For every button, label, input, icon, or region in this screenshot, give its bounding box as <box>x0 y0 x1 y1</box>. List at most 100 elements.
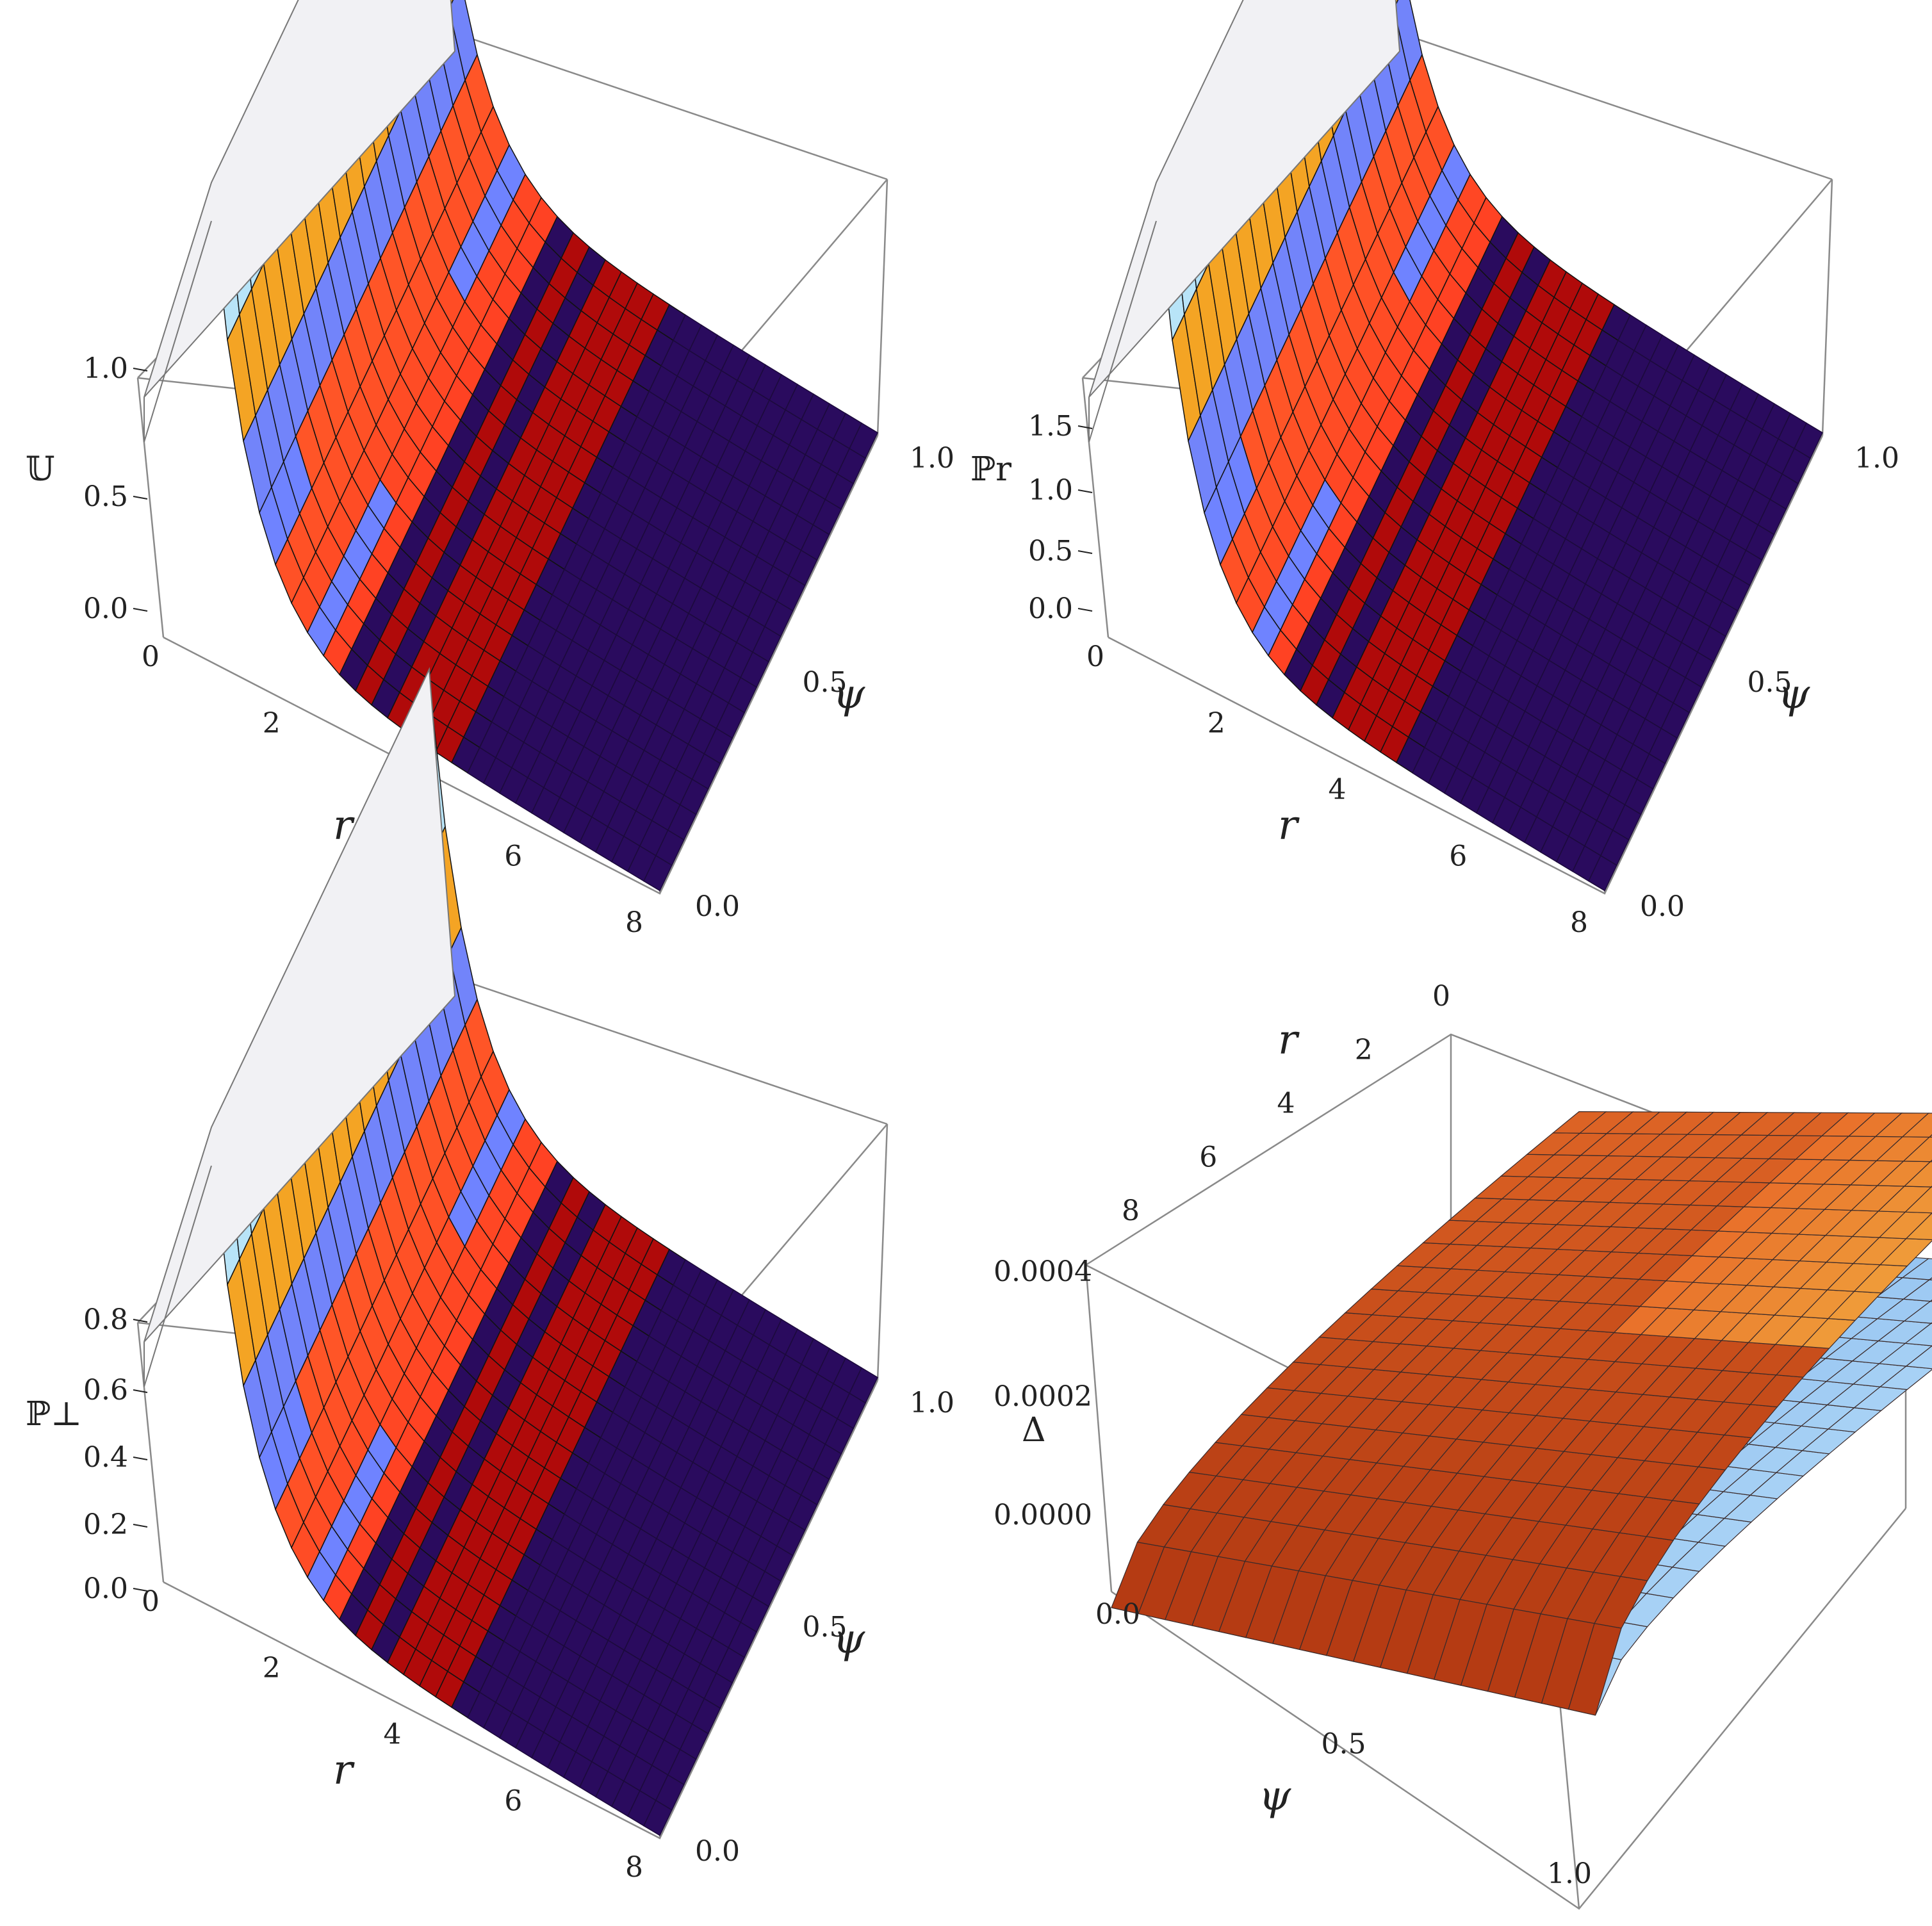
r-tick-label: 8 <box>1570 906 1588 939</box>
bounding-box-edge <box>1085 1264 1113 1592</box>
surface-plateau-edge <box>143 1165 212 1387</box>
z-tick-label: 0.8 <box>83 1303 128 1336</box>
psi-tick-label: 1.0 <box>1547 1857 1592 1890</box>
r-tick-label: 2 <box>263 1652 281 1685</box>
r-tick-label: 0 <box>1086 641 1104 673</box>
r-tick-label: 4 <box>1329 774 1347 806</box>
psi-axis-label: ψ <box>1259 1772 1291 1820</box>
bounding-box-floor <box>1111 1508 1906 1910</box>
psi-tick-label: 1.0 <box>1854 442 1899 475</box>
surface-patch <box>1904 1186 1932 1214</box>
psi-tick-label: 0.0 <box>695 1835 740 1868</box>
psi-tick-label: 0.5 <box>803 1611 847 1644</box>
surface-patch <box>1878 1211 1932 1239</box>
z-tick-label: 0.0002 <box>994 1380 1092 1413</box>
psi-tick-label: 0.0 <box>1640 890 1685 923</box>
z-tick-label: 0.6 <box>83 1374 128 1407</box>
panel-bottom-right: 0.0004 0.0002 0.0000 Δ 0 2 4 6 8 r 0.0 0.5 1.0 ψ <box>994 980 1932 1910</box>
surface-plateau <box>1088 0 1401 398</box>
r-axis-label: r <box>1278 802 1300 849</box>
z-tick-mark <box>133 1457 148 1460</box>
r-axis-label: r <box>333 1747 355 1794</box>
r-axis: 0 2 4 6 8 r <box>1086 641 1588 939</box>
r-tick-label: 2 <box>263 707 281 740</box>
z-tick-mark <box>133 1389 148 1393</box>
r-tick-label: 8 <box>1122 1195 1140 1227</box>
r-tick-label: 0 <box>142 641 160 673</box>
z-tick-mark <box>133 1319 148 1323</box>
panel-top-left: 1.00.50.0𝕌02468r0.00.51.0ψ <box>26 0 954 939</box>
z-tick-label: 0.0000 <box>994 1499 1092 1531</box>
psi-axis: 0.0 0.5 1.0 ψ <box>1095 1598 1592 1890</box>
surface-patch <box>1929 1159 1932 1163</box>
r-axis-label: r <box>1278 1016 1300 1064</box>
bounding-box-edge <box>1821 179 1833 436</box>
z-tick-label: 1.5 <box>1028 410 1073 443</box>
surface-patch <box>1878 1342 1932 1367</box>
r-axis: 0 2 4 6 8 r <box>142 1585 643 1884</box>
surface-patch <box>1901 1258 1932 1280</box>
surface-patch <box>1905 1345 1932 1369</box>
z-tick-mark <box>133 496 148 500</box>
r-tick-label: 4 <box>384 1718 402 1751</box>
r-tick-label: 2 <box>1355 1034 1373 1066</box>
psi-tick-label: 1.0 <box>910 1387 954 1419</box>
surface-patch <box>1928 1277 1932 1280</box>
r-tick-label: 2 <box>1208 707 1225 740</box>
z-axis: 0.0004 0.0002 0.0000 Δ <box>994 1255 1092 1531</box>
surface-patch <box>849 1367 878 1404</box>
z-axis: 1.5 1.0 0.5 0.0 ℙr <box>970 410 1093 625</box>
bounding-box-edge <box>1081 377 1109 638</box>
bounding-box-edge <box>136 377 165 638</box>
z-tick-mark <box>1077 608 1093 612</box>
psi-tick-label: 0.5 <box>1322 1728 1366 1761</box>
psi-tick-label: 0.5 <box>803 666 847 699</box>
surface-patch <box>1903 1301 1932 1324</box>
z-tick-label: 0.0 <box>83 1572 128 1605</box>
psi-axis-label: ψ <box>833 1615 865 1663</box>
z-tick-mark <box>133 1588 148 1592</box>
surface-patch <box>1904 1323 1932 1346</box>
surface-plateau-edge <box>1088 220 1157 443</box>
z-axis-label: Δ <box>1022 1411 1046 1449</box>
psi-tick-label: 0.0 <box>1095 1598 1140 1631</box>
bounding-box-edge <box>136 1322 165 1583</box>
r-tick-label: 6 <box>504 840 522 872</box>
surface-patch <box>1879 1366 1932 1391</box>
surface-patch <box>1903 1161 1932 1187</box>
surface-patch <box>1901 1113 1932 1138</box>
r-tick-label: 0 <box>1432 980 1450 1013</box>
psi-tick-label: 1.0 <box>910 442 954 475</box>
psi-axis: 0.0 0.5 1.0 ψ <box>695 1387 954 1868</box>
z-tick-label: 1.0 <box>1028 474 1073 507</box>
z-tick-mark <box>1077 550 1093 554</box>
surface-plateau <box>143 667 456 1342</box>
bounding-box-edge <box>876 179 888 436</box>
surface-bottom-left <box>211 680 878 1836</box>
surface-patch <box>1879 1238 1932 1267</box>
surface-plateau <box>143 0 456 398</box>
z-axis-label: 𝕌 <box>26 450 54 489</box>
r-tick-label: 4 <box>1277 1088 1295 1120</box>
r-tick-label: 8 <box>625 906 643 939</box>
r-tick-label: 6 <box>504 1784 522 1817</box>
surface-patch <box>1902 1136 1932 1163</box>
surface-patch <box>1905 1212 1932 1241</box>
surface-patch <box>849 422 878 459</box>
z-tick-mark <box>1077 425 1093 429</box>
z-tick-label: 1.0 <box>83 352 128 385</box>
r-tick-label: 6 <box>1449 840 1467 872</box>
z-tick-mark <box>1077 489 1093 493</box>
surface-patch <box>1794 422 1823 459</box>
surface-upper <box>1111 1111 1932 1716</box>
z-tick-label: 0.5 <box>83 480 128 513</box>
psi-axis: 0.0 0.5 1.0 ψ <box>1640 442 1899 923</box>
psi-tick-label: 0.0 <box>695 890 740 923</box>
z-tick-mark <box>133 608 148 612</box>
bounding-box-edge <box>876 1123 888 1381</box>
z-tick-label: 0.0 <box>83 592 128 625</box>
psi-tick-label: 0.5 <box>1748 666 1792 699</box>
surface-patch <box>1928 1134 1932 1138</box>
panel-top-right: 1.5 1.0 0.5 0.0 ℙr 0 2 4 6 8 r 0.0 0.5 1.0 ψ <box>970 0 1899 939</box>
